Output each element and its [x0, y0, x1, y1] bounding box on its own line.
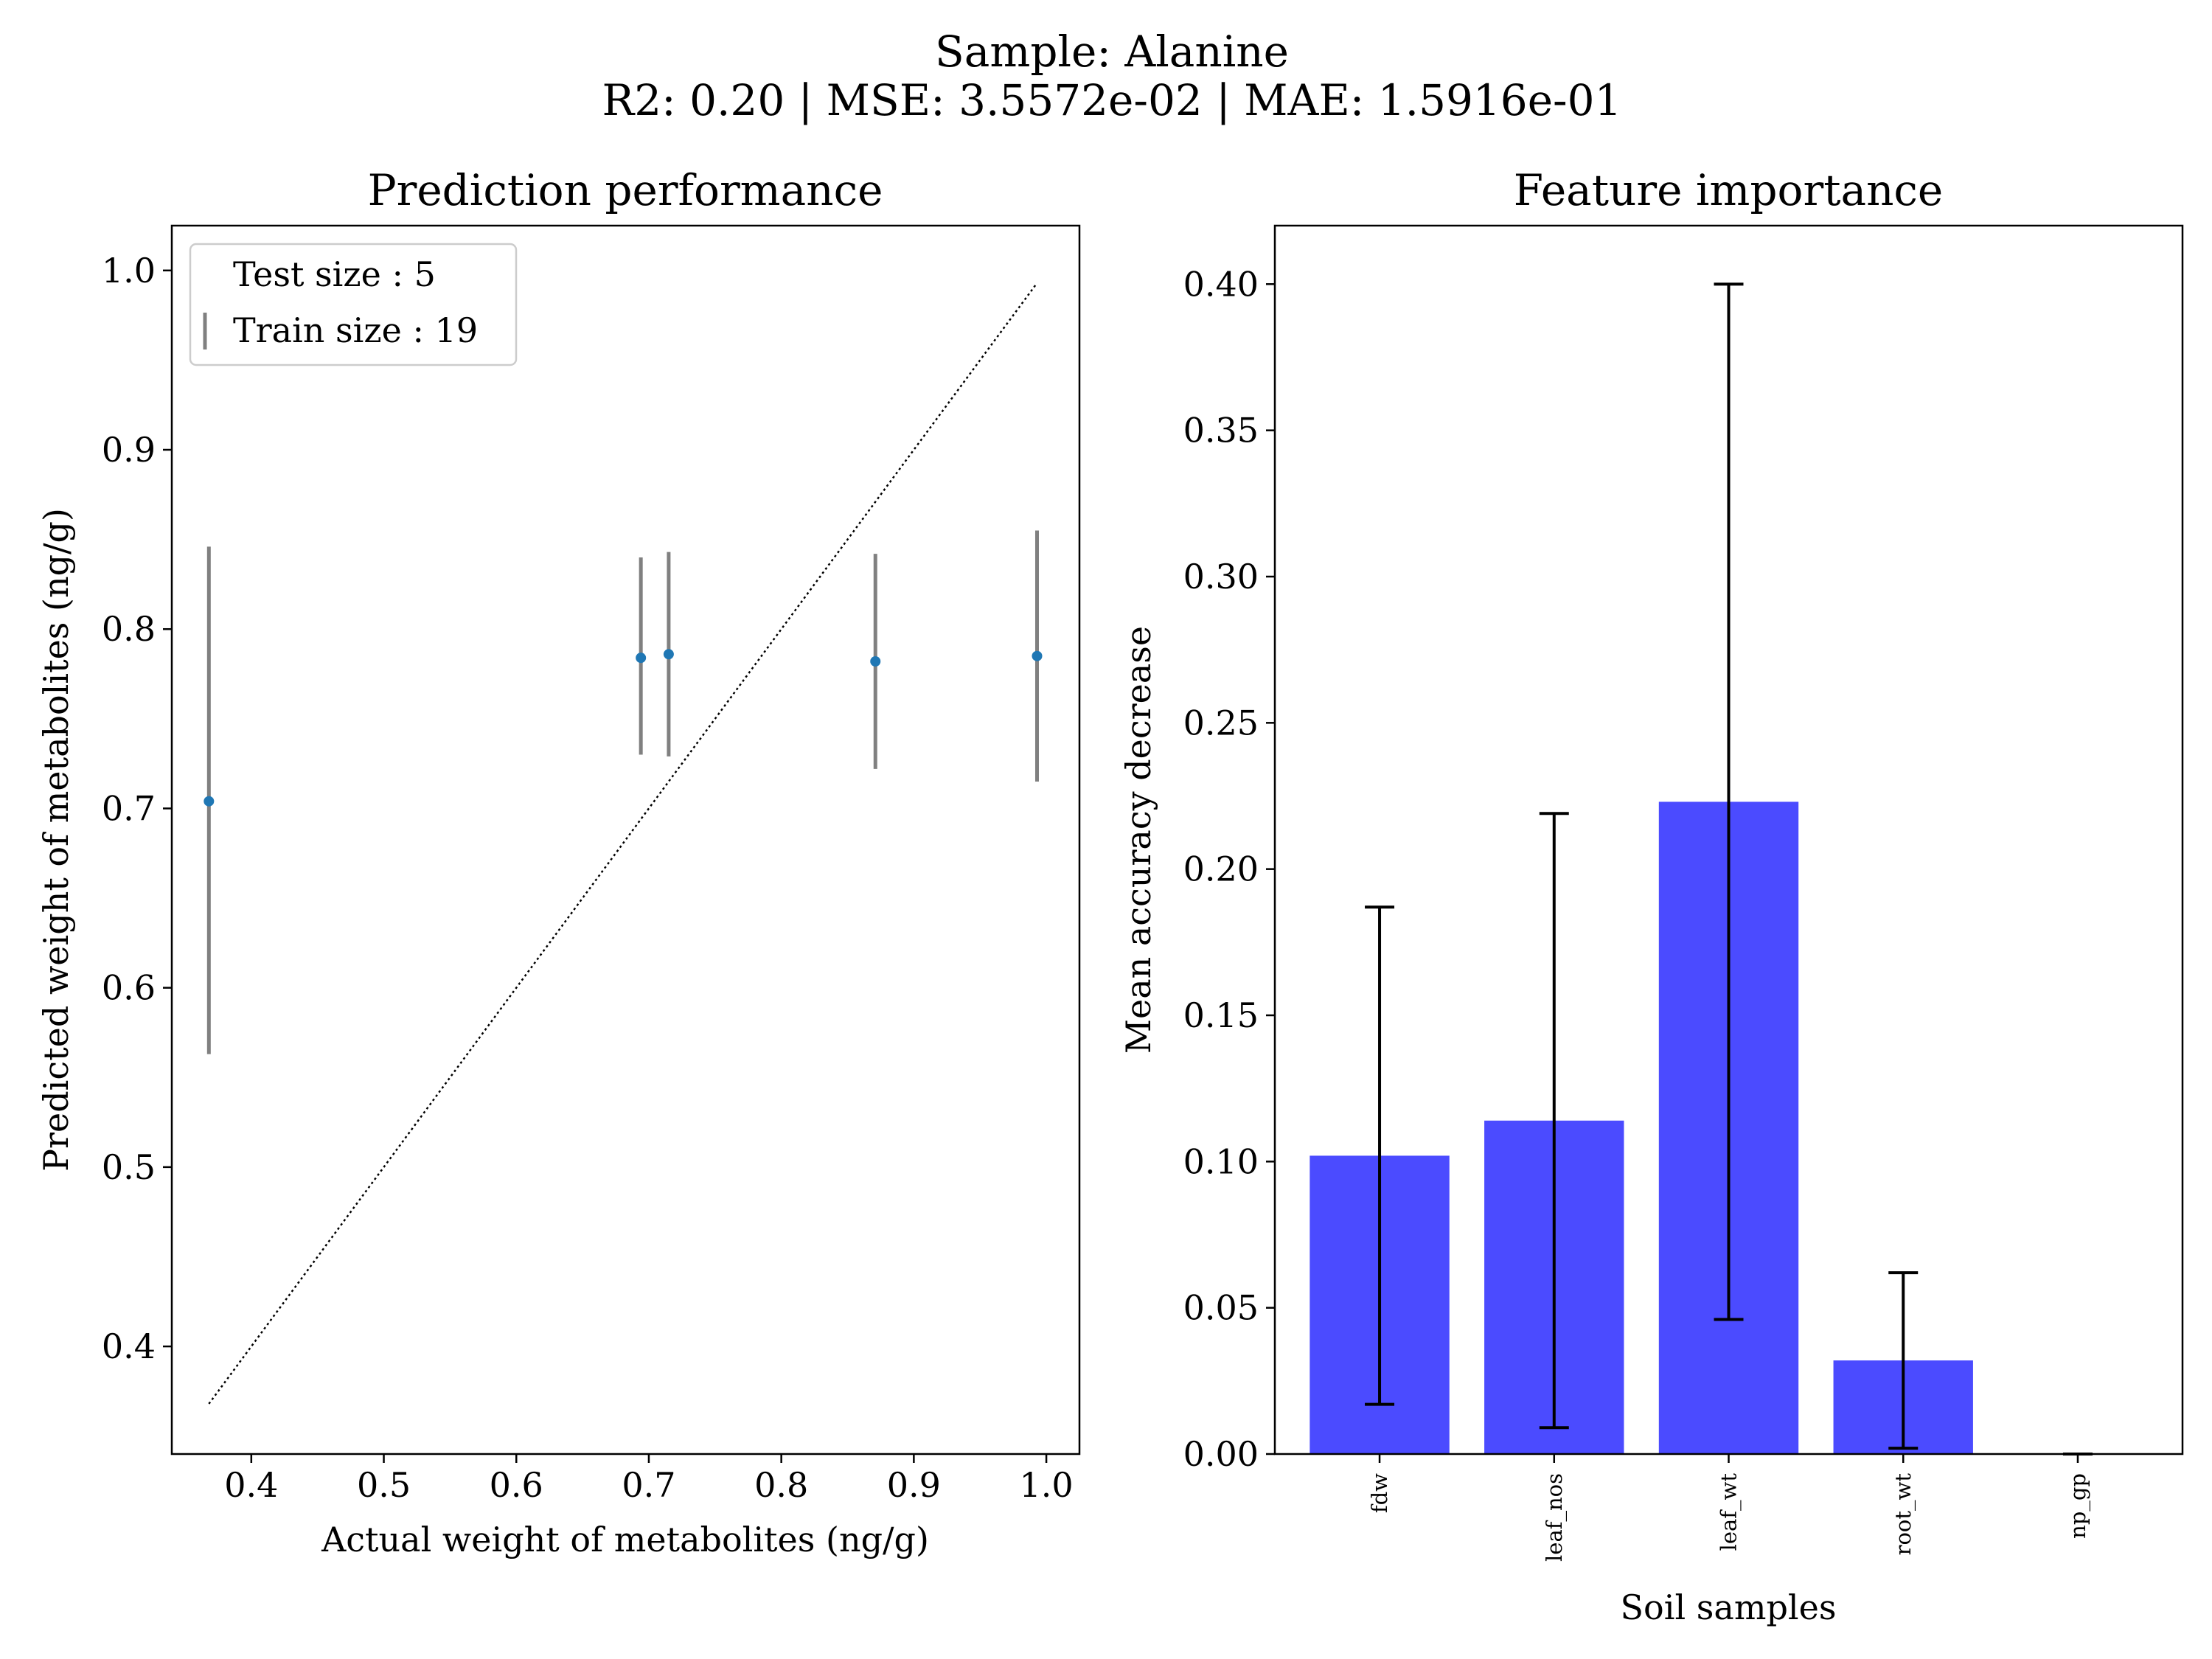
left-y-tick-label: 0.4 — [102, 1326, 156, 1366]
right-y-tick-label: 0.30 — [1183, 557, 1259, 597]
figure-title: Sample: Alanine — [935, 27, 1289, 77]
right-y-axis-label: Mean accuracy decrease — [1119, 626, 1158, 1054]
right-plot-area: 0.00 0.05 0.10 0.15 0.20 0.25 0.30 0.35 0.40 fdw l… — [1183, 264, 2093, 1562]
left-x-tick-label: 0.8 — [754, 1465, 808, 1505]
left-y-tick-label: 0.6 — [102, 968, 156, 1008]
legend-entry-test-size: Test size : 5 — [233, 254, 436, 294]
left-plot-area: 0.4 0.5 0.6 0.7 0.8 0.9 1.0 0.4 0.5 0.6 0.7 0.8 0.9 1… — [102, 251, 1074, 1505]
left-y-axis-label: Predicted weight of metabolites (ng/g) — [36, 508, 76, 1172]
right-y-tick-label: 0.25 — [1183, 703, 1259, 742]
left-y-tick-label: 0.9 — [102, 430, 156, 470]
left-y-tick-label: 0.8 — [102, 609, 156, 649]
right-x-tick-label: leaf_nos — [1542, 1473, 1568, 1562]
right-y-tick-label: 0.00 — [1183, 1434, 1259, 1474]
figure-metrics: R2: 0.20 | MSE: 3.5572e-02 | MAE: 1.5916… — [602, 75, 1622, 125]
left-x-tick-label: 0.5 — [357, 1465, 411, 1505]
prediction-point — [204, 796, 215, 807]
right-axes-frame — [1273, 224, 2184, 1455]
right-y-tick-label: 0.10 — [1183, 1141, 1259, 1181]
prediction-point — [1032, 650, 1043, 661]
prediction-point — [636, 653, 647, 664]
legend: Test size : 5 Train size : 19 — [189, 243, 518, 366]
feature-importance-panel: Feature importance 0.000.050.100.150.200… — [1119, 165, 2184, 1627]
right-x-tick-label: np_gp — [2065, 1473, 2091, 1539]
left-axes-frame — [170, 224, 1081, 1455]
left-axes-title: Prediction performance — [368, 165, 883, 215]
left-y-tick-label: 1.0 — [102, 251, 156, 291]
right-x-tick-label: root_wt — [1891, 1473, 1916, 1556]
prediction-point — [663, 649, 674, 660]
right-y-tick-label: 0.15 — [1183, 995, 1259, 1035]
left-x-tick-label: 1.0 — [1019, 1465, 1073, 1505]
right-y-tick-label: 0.05 — [1183, 1288, 1259, 1328]
right-x-axis-label: Soil samples — [1621, 1587, 1837, 1627]
prediction-point — [870, 656, 881, 667]
right-x-tick-label: leaf_wt — [1717, 1473, 1742, 1551]
left-x-axis-label: Actual weight of metabolites (ng/g) — [321, 1520, 929, 1559]
left-y-tick-label: 0.5 — [102, 1147, 156, 1187]
prediction-performance-panel: Prediction performance 0.4 0.5 0.6 0.7 0.8 0.… — [36, 165, 1081, 1559]
right-x-tick-label: fdw — [1367, 1473, 1392, 1513]
left-x-tick-label: 0.9 — [887, 1465, 941, 1505]
left-x-tick-label: 0.6 — [490, 1465, 543, 1505]
right-y-tick-label: 0.35 — [1183, 411, 1259, 451]
identity-line — [208, 282, 1038, 1405]
legend-box — [189, 243, 518, 366]
left-x-tick-label: 0.7 — [622, 1465, 675, 1505]
left-x-tick-label: 0.4 — [224, 1465, 278, 1505]
right-y-tick-label: 0.20 — [1183, 849, 1259, 889]
legend-entry-train-size: Train size : 19 — [233, 310, 478, 350]
left-y-tick-label: 0.7 — [102, 788, 156, 828]
right-y-tick-label: 0.40 — [1183, 264, 1259, 304]
right-axes-title: Feature importance — [1514, 165, 1944, 215]
